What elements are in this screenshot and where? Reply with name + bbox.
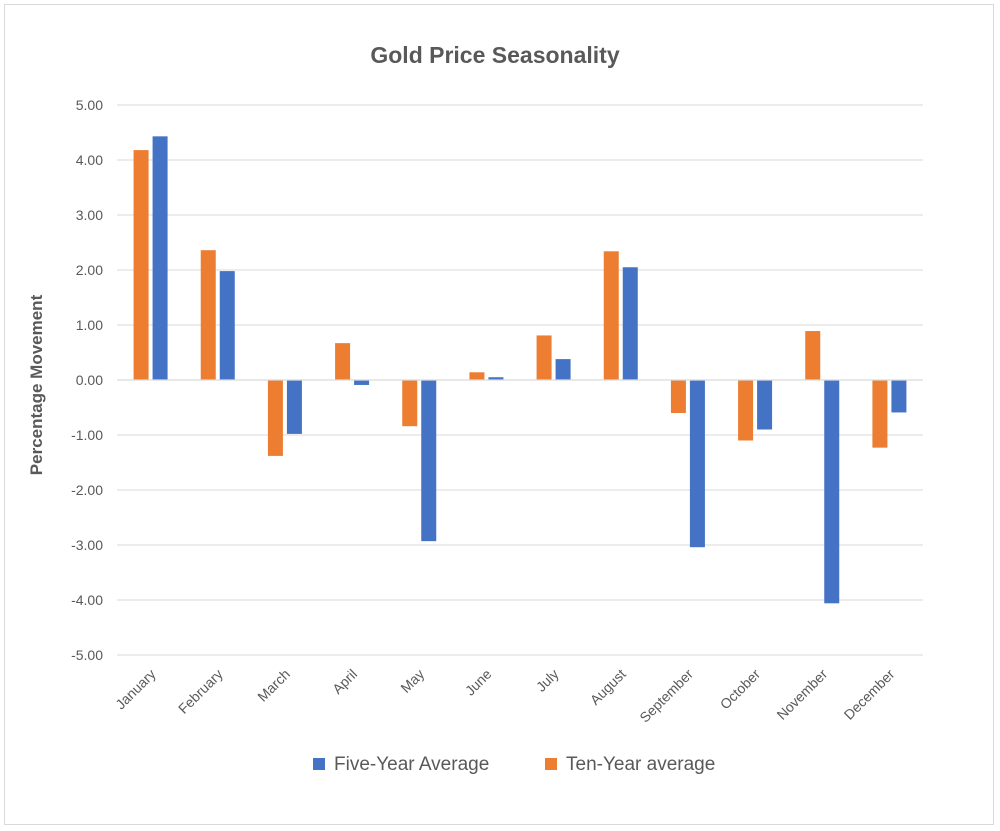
bar-five-year-average-january — [152, 136, 168, 380]
chart-frame: Gold Price Seasonality Percentage Moveme… — [4, 4, 994, 825]
x-tick-label-october: October — [717, 666, 764, 713]
bar-five-year-average-june — [488, 377, 504, 380]
x-tick-label-june: June — [462, 666, 495, 699]
x-axis-tick-labels: January February March April May June July Augu… — [112, 666, 898, 726]
legend-label: Ten-Year average — [566, 754, 715, 775]
x-tick-label-july: July — [533, 666, 562, 695]
bar-five-year-average-may — [421, 380, 437, 542]
bar-ten-year-average-april — [335, 343, 351, 380]
x-tick-label-february: February — [175, 666, 226, 717]
bar-ten-year-average-august — [603, 251, 619, 380]
bar-five-year-average-april — [354, 380, 370, 385]
x-tick-label-may: May — [397, 666, 427, 696]
x-tick-label-january: January — [112, 666, 159, 713]
bar-ten-year-average-september — [670, 380, 686, 413]
bar-ten-year-average-may — [402, 380, 418, 427]
legend-label: Five-Year Average — [334, 754, 489, 775]
y-tick-label: 2.00 — [76, 262, 103, 278]
x-tick-label-march: March — [254, 666, 293, 705]
y-tick-label: 4.00 — [76, 152, 103, 168]
bar-five-year-average-november — [824, 380, 840, 604]
bar-five-year-average-august — [622, 267, 638, 380]
y-tick-label: 3.00 — [76, 207, 103, 223]
bar-ten-year-average-february — [200, 250, 216, 380]
bar-ten-year-average-march — [267, 380, 283, 456]
y-tick-label: 1.00 — [76, 317, 103, 333]
bar-ten-year-average-december — [872, 380, 888, 448]
legend-swatch — [313, 758, 325, 770]
y-axis-tick-labels: 5.00 4.00 3.00 2.00 1.00 0.00 -1.00 -2.00 -3.00 -… — [71, 97, 103, 663]
bar-five-year-average-october — [757, 380, 773, 430]
chart-title: Gold Price Seasonality — [370, 42, 619, 68]
y-tick-label: -2.00 — [71, 482, 103, 498]
x-tick-label-august: August — [587, 666, 629, 708]
bar-five-year-average-july — [555, 359, 571, 380]
bar-ten-year-average-june — [469, 372, 485, 380]
bar-five-year-average-february — [219, 271, 235, 380]
x-tick-label-november: November — [773, 666, 830, 723]
y-tick-label: -1.00 — [71, 427, 103, 443]
x-tick-label-september: September — [636, 666, 696, 726]
bar-ten-year-average-november — [805, 331, 821, 380]
legend: Five-Year Average Ten-Year average — [313, 754, 715, 775]
y-axis-title: Percentage Movement — [27, 294, 46, 475]
bar-ten-year-average-july — [536, 335, 552, 380]
y-tick-label: -5.00 — [71, 647, 103, 663]
x-tick-label-december: December — [841, 666, 898, 723]
x-tick-label-april: April — [329, 666, 360, 697]
bar-five-year-average-september — [689, 380, 705, 548]
bar-five-year-average-march — [286, 380, 302, 434]
bars — [117, 136, 923, 604]
y-tick-label: 0.00 — [76, 372, 103, 388]
bar-ten-year-average-january — [133, 150, 149, 380]
y-tick-label: -4.00 — [71, 592, 103, 608]
chart-svg: Gold Price Seasonality Percentage Moveme… — [27, 42, 923, 775]
legend-swatch — [545, 758, 557, 770]
bar-five-year-average-december — [891, 380, 907, 413]
bar-ten-year-average-october — [738, 380, 754, 441]
y-tick-label: 5.00 — [76, 97, 103, 113]
y-tick-label: -3.00 — [71, 537, 103, 553]
